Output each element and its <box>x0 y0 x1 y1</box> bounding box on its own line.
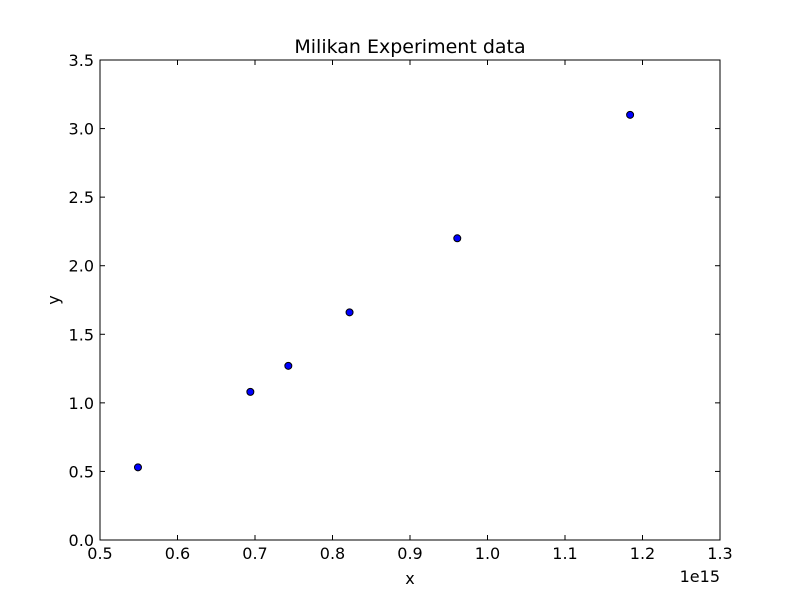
data-point <box>626 110 635 119</box>
y-tick-label: 1.0 <box>69 394 94 413</box>
y-tick-label: 0.5 <box>69 462 94 481</box>
data-points <box>133 110 635 472</box>
x-axis-label: x <box>405 569 414 588</box>
y-tick-label: 1.5 <box>69 325 94 344</box>
tick-group: 0.5 0.6 0.7 0.8 0.9 1.0 1.1 1.2 1.30.00.51.01.52… <box>69 51 733 563</box>
x-tick-label: 1.2 <box>630 544 655 563</box>
chart-title: Milikan Experiment data <box>294 36 525 58</box>
y-tick-label: 3.0 <box>69 120 94 139</box>
y-tick-label: 2.0 <box>69 257 94 276</box>
x-tick-label: 1.0 <box>475 544 500 563</box>
plot-frame <box>99 59 721 541</box>
y-tick-label: 3.5 <box>69 51 94 70</box>
y-tick-label: 2.5 <box>69 188 94 207</box>
x-tick-label: 1.1 <box>552 544 577 563</box>
x-tick-label: 0.8 <box>320 544 345 563</box>
data-point <box>345 308 354 317</box>
x-tick-label: 1.3 <box>707 544 732 563</box>
x-tick-label: 0.7 <box>242 544 267 563</box>
x-tick-label: 0.9 <box>397 544 422 563</box>
data-point <box>246 387 255 396</box>
x-axis-offset-label: 1e15 <box>680 567 720 586</box>
y-axis-label: y <box>44 295 63 304</box>
x-tick-label: 0.6 <box>165 544 190 563</box>
x-tick-label: 0.5 <box>87 544 112 563</box>
data-point <box>453 234 462 243</box>
y-tick-label: 0.0 <box>69 531 94 550</box>
data-point <box>284 361 293 370</box>
data-point <box>133 463 142 472</box>
